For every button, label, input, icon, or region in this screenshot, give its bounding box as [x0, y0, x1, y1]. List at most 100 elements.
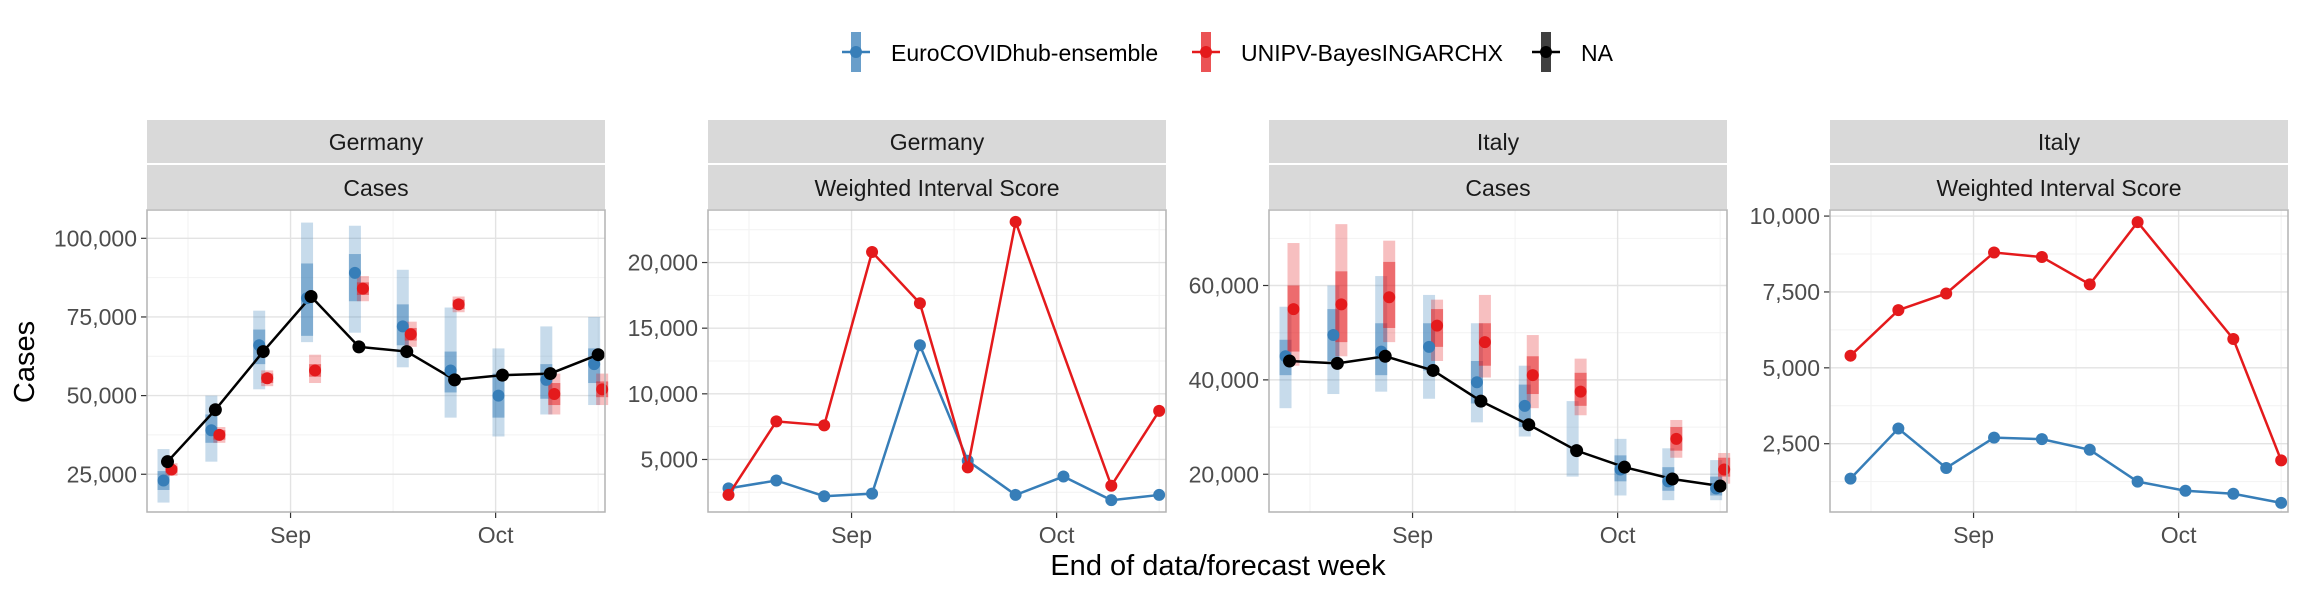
strip-label: Germany: [329, 129, 424, 155]
observed-point: [161, 455, 175, 469]
score-point: [770, 474, 783, 487]
x-tick-label: Sep: [1392, 522, 1433, 548]
x-tick-label: Sep: [270, 522, 311, 548]
score-point: [1105, 479, 1118, 492]
strip-label: Cases: [343, 175, 408, 201]
panel-2: Germany Weighted Interval Score 5,000 10,00…: [628, 120, 1167, 548]
median-point: [1718, 463, 1731, 476]
y-tick-label: 20,000: [1189, 461, 1259, 487]
median-point: [1335, 298, 1348, 311]
observed-point: [1330, 356, 1344, 370]
legend-key-point: [850, 46, 862, 58]
strip-background: [1269, 120, 1727, 164]
observed-line: [1289, 355, 1721, 488]
interval-outer: [1566, 401, 1579, 477]
score-point: [1009, 488, 1022, 501]
y-tick-label: 5,000: [1762, 355, 1820, 381]
median-point: [1383, 291, 1396, 304]
y-axis-title: Cases: [9, 321, 41, 403]
median-point: [1526, 369, 1539, 382]
score-point: [722, 488, 735, 501]
strip-background: [1830, 164, 2288, 209]
score-point: [1940, 287, 1953, 300]
median-point: [157, 474, 170, 487]
observed-point: [448, 373, 462, 387]
score-point: [1153, 488, 1166, 501]
score-point: [1988, 431, 2001, 444]
score-point: [818, 490, 831, 503]
score-line: [1849, 426, 2282, 505]
y-tick-label: 60,000: [1189, 273, 1259, 299]
legend-key-point: [1200, 46, 1212, 58]
observed-point: [1713, 479, 1727, 493]
median-point: [396, 320, 409, 333]
interval-inner: [1287, 285, 1300, 352]
panel-border: [707, 209, 1167, 513]
y-tick-label: 10,000: [628, 381, 698, 407]
median-point: [1327, 329, 1340, 342]
score-point: [2275, 496, 2288, 509]
median-point: [1518, 399, 1531, 412]
score-point: [1940, 461, 1953, 474]
observed-point: [1426, 363, 1440, 377]
score-point: [1844, 349, 1857, 362]
median-point: [1478, 336, 1491, 349]
observed-point: [1617, 460, 1631, 474]
y-tick-label: 75,000: [67, 304, 137, 330]
strip-label: Weighted Interval Score: [814, 175, 1059, 201]
panel-border: [1268, 209, 1728, 513]
score-point: [1892, 304, 1905, 317]
x-tick-label: Oct: [1600, 522, 1636, 548]
strip-label: Italy: [2038, 129, 2081, 155]
median-point: [1574, 385, 1587, 398]
observed-point: [591, 348, 605, 362]
y-tick-label: 25,000: [67, 461, 137, 487]
observed-point: [1522, 418, 1536, 432]
score-line: [728, 341, 1160, 502]
plot-background: [147, 210, 605, 512]
score-point: [1009, 215, 1022, 228]
plot-background: [1830, 210, 2288, 512]
legend-label: NA: [1581, 40, 1614, 66]
y-tick-label: 20,000: [628, 250, 698, 276]
x-axis-title: End of data/forecast week: [1050, 550, 1386, 582]
x-tick-label: Sep: [1953, 522, 1994, 548]
median-point: [452, 298, 465, 311]
score-point: [2035, 433, 2048, 446]
observed-point: [1665, 472, 1679, 486]
median-point: [1423, 340, 1436, 353]
score-point: [1988, 246, 2001, 259]
panel-border: [1829, 209, 2289, 513]
legend: EuroCOVIDhub-ensemble UNIPV-BayesINGARCHX…: [842, 32, 1614, 72]
observed-point: [1474, 394, 1488, 408]
strip-background: [708, 120, 1166, 164]
legend-item: NA: [1532, 32, 1614, 72]
observed-point: [543, 367, 557, 381]
x-tick-label: Oct: [1039, 522, 1075, 548]
median-point: [213, 428, 226, 441]
median-point: [444, 364, 457, 377]
observed-line: [166, 294, 599, 463]
strip-background: [1269, 164, 1727, 209]
strip-label: Weighted Interval Score: [1936, 175, 2181, 201]
median-point: [492, 389, 505, 402]
score-point: [1844, 472, 1857, 485]
y-tick-label: 50,000: [67, 383, 137, 409]
median-point: [1670, 432, 1683, 445]
median-point: [1431, 319, 1444, 332]
score-point: [818, 419, 831, 432]
median-point: [261, 372, 274, 385]
score-point: [2035, 251, 2048, 264]
y-tick-label: 40,000: [1189, 367, 1259, 393]
score-point: [2275, 454, 2288, 467]
observed-point: [256, 345, 270, 359]
panel-1: Germany Cases 25,000 50,000 75,000 100,000 Sep…: [54, 120, 609, 548]
legend-label: EuroCOVIDhub-ensemble: [891, 40, 1158, 66]
strip-background: [1830, 120, 2288, 164]
score-point: [2227, 332, 2240, 345]
score-point: [2083, 278, 2096, 291]
score-point: [1105, 494, 1118, 507]
median-point: [1287, 303, 1300, 316]
strip-label: Italy: [1477, 129, 1520, 155]
y-tick-label: 2,500: [1762, 431, 1820, 457]
